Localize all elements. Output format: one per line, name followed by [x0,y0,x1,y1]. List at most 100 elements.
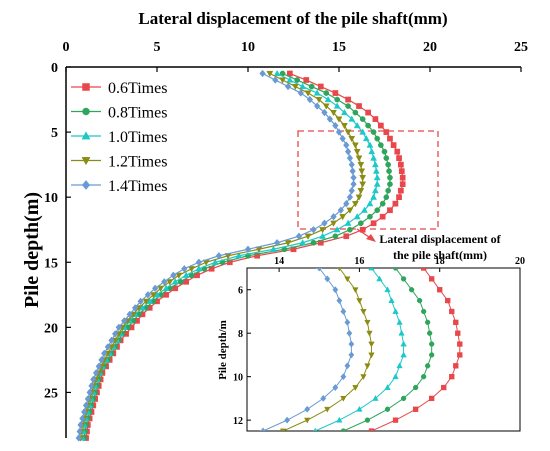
series-point-1-4times [81,408,88,416]
series-point-1-0times [333,226,341,233]
series-point-1-0times [344,219,352,226]
series-point-1-4times [181,265,188,273]
series-point-1-2times [284,240,292,247]
inset-series-point-0-6times [368,428,375,431]
inset-series-point-0-6times [457,341,463,347]
series-point-0-8times [323,90,330,96]
series-point-1-2times [351,201,359,208]
series-point-1-2times [291,83,299,91]
inset-series-point-0-8times [400,276,407,282]
inset-series-point-1-4times [348,340,355,348]
series-point-1-4times [215,251,223,260]
inset-series-point-0-6times [420,268,427,271]
series-point-0-6times [379,213,386,220]
legend: 0.6Times 0.8Times 1.0Times 1.2Times 1.4Times [71,80,167,195]
inset-series-point-1-4times [340,307,347,315]
series-point-1-4times [321,108,328,117]
series-point-1-4times [335,128,343,136]
series-point-1-4times [137,297,144,306]
series-point-1-4times [343,199,350,208]
series-point-0-8times [379,200,386,207]
series-point-0-6times [356,103,362,109]
series-point-1-2times [149,292,157,299]
series-point-0-6times [332,90,339,96]
series-point-1-0times [273,69,281,77]
series-point-0-8times [381,148,388,155]
series-point-1-0times [195,265,203,272]
series-point-1-0times [366,141,374,148]
series-point-1-2times [175,272,183,279]
series-point-0-6times [303,77,310,83]
inset-series-point-1-4times [304,405,311,413]
series-point-1-0times [368,147,376,155]
series-point-1-4times [104,343,112,351]
series-point-1-4times [344,147,352,156]
series-point-0-8times [357,220,364,227]
inset-series-point-1-4times [348,351,355,359]
series-point-1-0times [373,174,381,181]
series-point-1-4times [321,219,328,227]
inset-series-point-1-0times [396,362,403,369]
series-point-1-2times [330,220,337,227]
series-point-1-4times [259,69,266,78]
series-point-1-0times [371,187,379,194]
series-point-1-0times [366,200,374,207]
inset-series-point-0-6times [449,374,455,380]
series-point-0-8times [370,129,377,135]
series-point-1-4times [244,245,252,254]
y-tick-label: 5 [51,126,58,141]
series-point-1-2times [166,279,174,286]
x-tick-label: 25 [514,40,528,55]
inset-series-point-0-6times [333,439,338,444]
series-point-0-8times [347,226,353,233]
inset-series-point-1-0times [376,275,383,282]
series-point-1-4times [75,434,82,442]
legend-marker-1-2times [81,157,91,166]
inset-series-point-1-2times [364,363,371,370]
inset-series-point-1-4times [332,286,339,294]
inset-x-tick-label: 18 [435,256,445,267]
series-point-1-2times [351,142,359,149]
series-point-1-0times [299,82,307,90]
inset-series-point-1-4times [324,275,331,283]
series-point-1-2times [157,285,165,292]
inset-series-point-1-0times [384,384,391,390]
inset-series-point-1-0times [336,416,343,423]
inset-series-group [260,268,463,444]
series-point-0-6times [396,194,402,201]
series-point-0-6times [226,259,233,266]
series-point-1-4times [310,225,317,234]
series-point-0-8times [294,77,300,83]
inset-series-point-1-0times [396,318,403,325]
series-point-1-0times [286,76,294,83]
series-point-1-0times [348,115,356,122]
series-point-0-6times [378,122,384,129]
series-point-1-4times [350,173,357,182]
series-point-0-8times [310,239,317,246]
inset-series-point-1-2times [356,298,363,305]
inset-series-point-0-8times [416,297,423,304]
series-point-1-0times [353,121,361,129]
inset-x-tick-label: 14 [274,256,284,267]
inset-series-point-1-0times [368,268,375,271]
series-point-1-0times [313,89,321,96]
series-point-1-4times [326,115,334,123]
series-point-0-6times [399,174,406,181]
series-point-1-0times [235,252,243,259]
inset-series-point-0-6times [392,417,399,423]
legend-marker-0-8times [82,107,90,116]
series-point-1-0times [324,95,332,103]
series-point-1-2times [359,175,367,182]
series-point-1-2times [341,122,348,130]
series-point-1-2times [315,96,323,104]
series-point-1-4times [76,427,83,436]
inset-series-point-1-2times [352,385,359,391]
inset-series-point-1-0times [280,439,286,444]
series-point-1-0times [361,206,368,213]
inset-series-point-0-6times [455,330,461,336]
inset-series-point-1-0times [388,297,395,304]
series-point-0-8times [365,122,371,129]
series-point-1-4times [343,141,350,149]
series-point-1-4times [121,317,128,325]
inset-series-point-1-2times [364,319,371,326]
